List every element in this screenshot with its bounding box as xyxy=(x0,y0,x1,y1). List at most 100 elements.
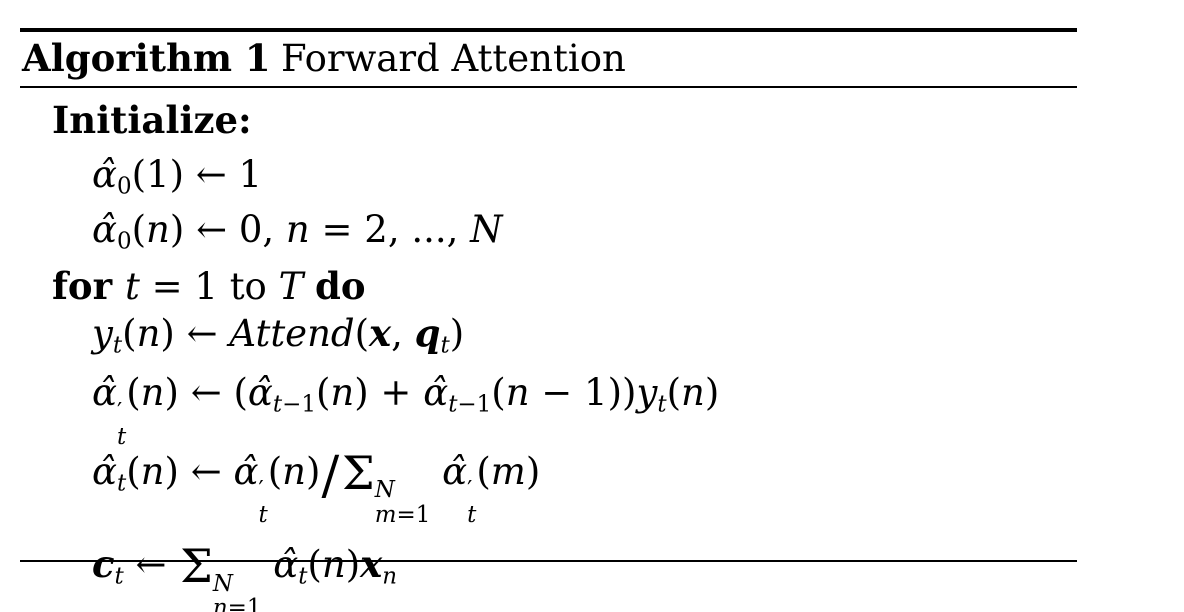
math-token: α̂ xyxy=(233,449,259,493)
math-token: t xyxy=(272,391,283,418)
math-token: α̂ xyxy=(423,371,449,415)
math-token: T xyxy=(278,264,304,308)
math-token: Attend xyxy=(229,311,355,355)
math-token: Initialize: xyxy=(52,98,252,142)
math-token: ( xyxy=(131,208,147,252)
math-token: n xyxy=(330,371,355,415)
math-token: n xyxy=(136,311,161,355)
math-token: (1) ← 1 xyxy=(131,153,263,196)
math-token: α̂ xyxy=(92,371,117,415)
math-token: t xyxy=(657,391,667,418)
math-token: t xyxy=(115,563,124,589)
math-token: n xyxy=(282,449,306,493)
math-token: ) + xyxy=(354,371,424,415)
math-token: α̂ xyxy=(92,208,117,252)
algorithm-name: Forward Attention xyxy=(281,37,626,80)
math-token: t xyxy=(441,332,450,358)
math-token: −1 xyxy=(282,391,316,418)
math-token: ′ t xyxy=(467,478,476,528)
math-token: n xyxy=(146,208,170,252)
math-token xyxy=(261,543,273,586)
math-token: ) xyxy=(449,311,465,355)
math-token: α̂ xyxy=(247,371,273,415)
math-token: q xyxy=(414,310,441,355)
math-token: ( xyxy=(307,542,322,586)
math-token: t−1 xyxy=(273,392,316,418)
math-token: t xyxy=(448,391,458,418)
math-token: ) ← xyxy=(164,449,234,493)
math-token: t xyxy=(113,332,122,358)
math-token: − 1)) xyxy=(529,371,637,415)
math-token: n xyxy=(382,563,397,589)
algo-line-init-alpha-1: α̂0(1) ← 1 xyxy=(20,153,1120,208)
math-token: do xyxy=(315,263,366,308)
math-token: N xyxy=(470,208,503,252)
math-token: t xyxy=(112,332,123,359)
math-token: ( xyxy=(476,449,491,493)
math-token: n xyxy=(212,595,228,612)
math-token: ′ t xyxy=(117,400,126,450)
math-token: c xyxy=(92,541,115,586)
math-token: x xyxy=(369,310,392,355)
math-token: =1 xyxy=(396,502,431,529)
math-token: = 2, ..., xyxy=(309,208,471,252)
math-token: n xyxy=(140,449,165,493)
math-token: 0 xyxy=(117,229,132,255)
math-token: ) xyxy=(305,449,321,493)
math-token: ′ xyxy=(117,399,123,426)
math-token: ( xyxy=(666,371,682,415)
math-token: t xyxy=(467,502,477,529)
math-token: n xyxy=(140,371,165,415)
math-token: y xyxy=(636,371,658,415)
math-token xyxy=(303,265,315,308)
math-token: n xyxy=(505,371,530,415)
math-token: ) xyxy=(525,449,541,493)
math-token: ( xyxy=(267,449,283,493)
math-token: t xyxy=(298,563,308,590)
math-token: ) ← ( xyxy=(164,371,248,415)
math-token: m xyxy=(374,502,397,529)
math-token: to xyxy=(229,264,279,308)
math-token: ← xyxy=(123,542,179,586)
math-token: t xyxy=(117,469,127,496)
header-separator-rule xyxy=(20,86,1077,88)
algorithm-title: Algorithm 1 Forward Attention xyxy=(22,36,626,81)
math-token: t xyxy=(124,264,140,308)
math-token: Σ xyxy=(180,539,213,594)
bottom-rule xyxy=(20,560,1077,562)
math-token: t xyxy=(258,502,268,529)
math-token: α̂ xyxy=(273,542,299,586)
math-token: t xyxy=(657,392,666,418)
math-token: ( xyxy=(126,449,141,493)
math-token: ) ← xyxy=(160,311,230,355)
math-token: Σ xyxy=(342,446,375,501)
math-token: t xyxy=(114,563,124,590)
math-token: ( xyxy=(315,371,331,415)
algo-line-alpha-prime-update: α̂ ′ t (n) ← (α̂t−1(n) + α̂t−1(n − 1))yt(n) xyxy=(20,371,1120,449)
algo-line-initialize: Initialize: xyxy=(20,98,1120,143)
math-token: N xyxy=(212,570,233,597)
math-token: ′ t xyxy=(258,478,267,528)
math-token: ) ← 0, xyxy=(169,208,286,252)
math-token: x xyxy=(360,541,383,586)
math-token: y xyxy=(92,311,113,355)
math-token: = 1 xyxy=(139,264,230,308)
math-token: α̂ xyxy=(442,449,468,493)
math-token: n xyxy=(321,542,346,586)
math-token: 0 xyxy=(117,173,132,200)
algorithm-body: Initialize: α̂0(1) ← 1 α̂0(n) ← 0, n = 2, … xyxy=(20,90,1120,612)
math-token: t xyxy=(298,563,307,589)
math-token: ′ xyxy=(258,477,264,504)
math-token: , xyxy=(391,311,415,355)
math-token: ( xyxy=(491,371,506,415)
math-token: −1 xyxy=(457,391,492,418)
math-token: n xyxy=(285,208,310,252)
math-token: n xyxy=(681,371,705,415)
math-token: 0 xyxy=(117,228,132,255)
math-token: t xyxy=(117,423,127,450)
